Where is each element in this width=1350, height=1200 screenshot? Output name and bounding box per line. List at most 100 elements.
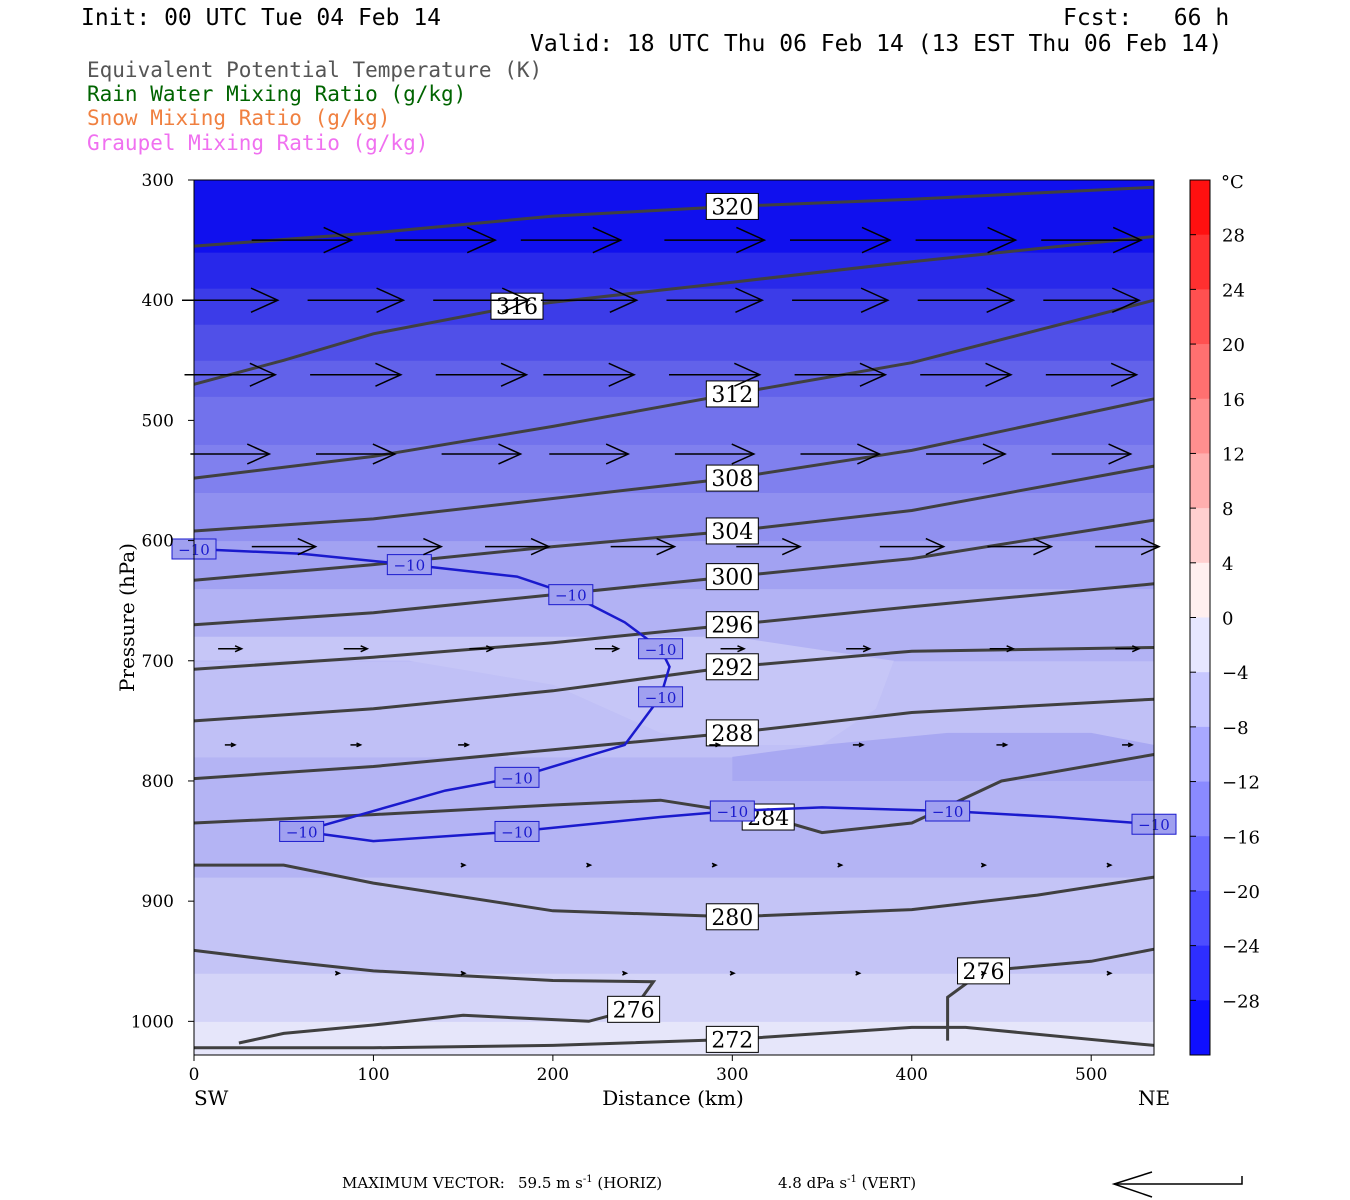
theta-e-label-box [607, 995, 661, 1023]
theta-e-label-text: 280 [711, 906, 753, 931]
wind-vector-3-2 [441, 443, 523, 465]
wind-vector-4-1 [377, 537, 444, 556]
isotherm-label-text: −10 [393, 557, 425, 575]
wind-vector-8-2 [622, 970, 629, 976]
wind-vector-5-2 [469, 645, 495, 653]
wind-head [608, 362, 636, 387]
temp-band-0 [194, 1021, 1154, 1056]
theta-e-line-320 [193, 185, 1155, 248]
horiz-unit: (HORIZ) [597, 1174, 663, 1192]
theta-e-label-text: 304 [711, 520, 753, 545]
wind-head [980, 862, 988, 868]
isotherm-label-box [386, 554, 432, 576]
isotherm-label-12: −10 [279, 820, 325, 842]
wind-head [485, 645, 495, 653]
isotherm-label-text: −10 [645, 641, 677, 659]
wind-head [715, 742, 722, 748]
wind-head [249, 362, 278, 387]
wind-head [1112, 226, 1144, 254]
ne-label: NE [1138, 1086, 1170, 1110]
wind-vector-5-1 [343, 645, 370, 653]
theta-e-label-296: 296 [705, 611, 759, 639]
x-tick-label-300: 300 [716, 1065, 748, 1085]
sw-label: SW [194, 1086, 229, 1110]
wind-vector-1-5 [792, 287, 890, 313]
wind-vector-3-5 [800, 443, 882, 465]
wind-head [860, 287, 890, 313]
colorbar-label-2: 20 [1222, 335, 1245, 356]
colorbar-label-8: −4 [1222, 663, 1249, 684]
theta-e-label-box [705, 563, 759, 591]
isotherm-label-2: −10 [386, 554, 432, 576]
wind-vector-5-6 [989, 645, 1016, 653]
colorbar-seg-3 [1190, 344, 1210, 400]
theta-e-contours: 3203163123083043002962922882842802762762… [193, 185, 1155, 1053]
wind-vector-7-5 [1106, 862, 1113, 868]
isotherm-label-text: −10 [645, 689, 677, 707]
colorbar-seg-0 [1190, 180, 1210, 236]
theta-e-line-304 [193, 464, 1155, 582]
colorbar-label-10: −12 [1222, 773, 1260, 794]
wind-vector-8-3 [729, 970, 736, 976]
y-axis-label: Pressure (hPa) [115, 543, 139, 692]
theta-e-label-272: 272 [705, 1025, 759, 1053]
wind-head [1110, 362, 1139, 387]
wind-vector-4-2 [485, 537, 551, 556]
y-tick-label-800: 800 [142, 772, 174, 792]
colorbar-seg-6 [1190, 508, 1210, 564]
wind-vector-0-1 [395, 226, 498, 254]
theta-e-label-text: 300 [711, 566, 753, 591]
isotherm-label-text: −10 [555, 587, 587, 605]
theta-e-label-308: 308 [705, 464, 759, 492]
theta-e-line-300 [193, 518, 1155, 627]
wind-vector-6-6 [1122, 742, 1134, 748]
wind-head [605, 443, 631, 465]
wind-vector-4-7 [1095, 537, 1161, 556]
colorbar-seg-9 [1190, 672, 1210, 728]
theta-e-label-312: 312 [705, 380, 759, 408]
colorbar-label-6: 4 [1222, 554, 1233, 575]
colorbar-seg-11 [1190, 781, 1210, 837]
wind-vector-1-6 [917, 287, 1016, 313]
colorbar: 28 24 20 16 12 8 4 0 −4 −8 −12 −16 −20 −24 −28 °C [1189, 172, 1260, 1056]
x-tick-label-400: 400 [896, 1065, 928, 1085]
colorbar-seg-15 [1190, 1000, 1210, 1056]
legend-snow: Snow Mixing Ratio (g/kg) [87, 106, 391, 130]
colorbar-label-1: 24 [1222, 280, 1245, 301]
isotherm-label-text: −10 [716, 803, 748, 821]
theta-e-label-text: 276 [613, 998, 655, 1023]
isotherm-label-box [638, 638, 684, 660]
wind-vector-8-6 [1106, 970, 1113, 976]
theta-e-label-box [705, 611, 759, 639]
wind-vector-7-2 [711, 862, 718, 868]
wind-head [656, 537, 677, 556]
wind-head [466, 226, 498, 254]
x-tick-label-200: 200 [537, 1065, 569, 1085]
y-tick-label-900: 900 [142, 892, 174, 912]
wind-head [246, 443, 272, 465]
colorbar-label-7: 0 [1222, 609, 1233, 630]
wind-vector-8-5 [980, 970, 988, 976]
isotherm-label-16: −10 [709, 800, 755, 822]
wind-head [735, 287, 765, 313]
isotherm-label-box [925, 800, 971, 822]
x-tick-label-100: 100 [357, 1065, 389, 1085]
theta-e-label-text: 308 [711, 467, 753, 492]
wind-head [1002, 742, 1009, 748]
wind-head [323, 226, 354, 254]
wind-vector-1-1 [307, 287, 406, 313]
valid-time: Valid: 18 UTC Thu 06 Feb 14 (13 EST Thu … [530, 31, 1223, 57]
colorbar-seg-14 [1190, 945, 1210, 1001]
wind-vector-0-4 [789, 226, 892, 254]
horiz-superscript: -1 [582, 1174, 593, 1185]
isotherm-label-box [709, 800, 755, 822]
wind-head [530, 537, 551, 556]
colorbar-seg-10 [1190, 726, 1210, 783]
wind-vector-4-4 [736, 537, 802, 556]
wind-vector-8-4 [855, 970, 862, 976]
reference-arrow-head [1111, 1171, 1153, 1198]
wind-vector-1-2 [433, 287, 531, 313]
reference-vector [1111, 1171, 1243, 1198]
isotherm-label-18: −10 [925, 800, 971, 822]
